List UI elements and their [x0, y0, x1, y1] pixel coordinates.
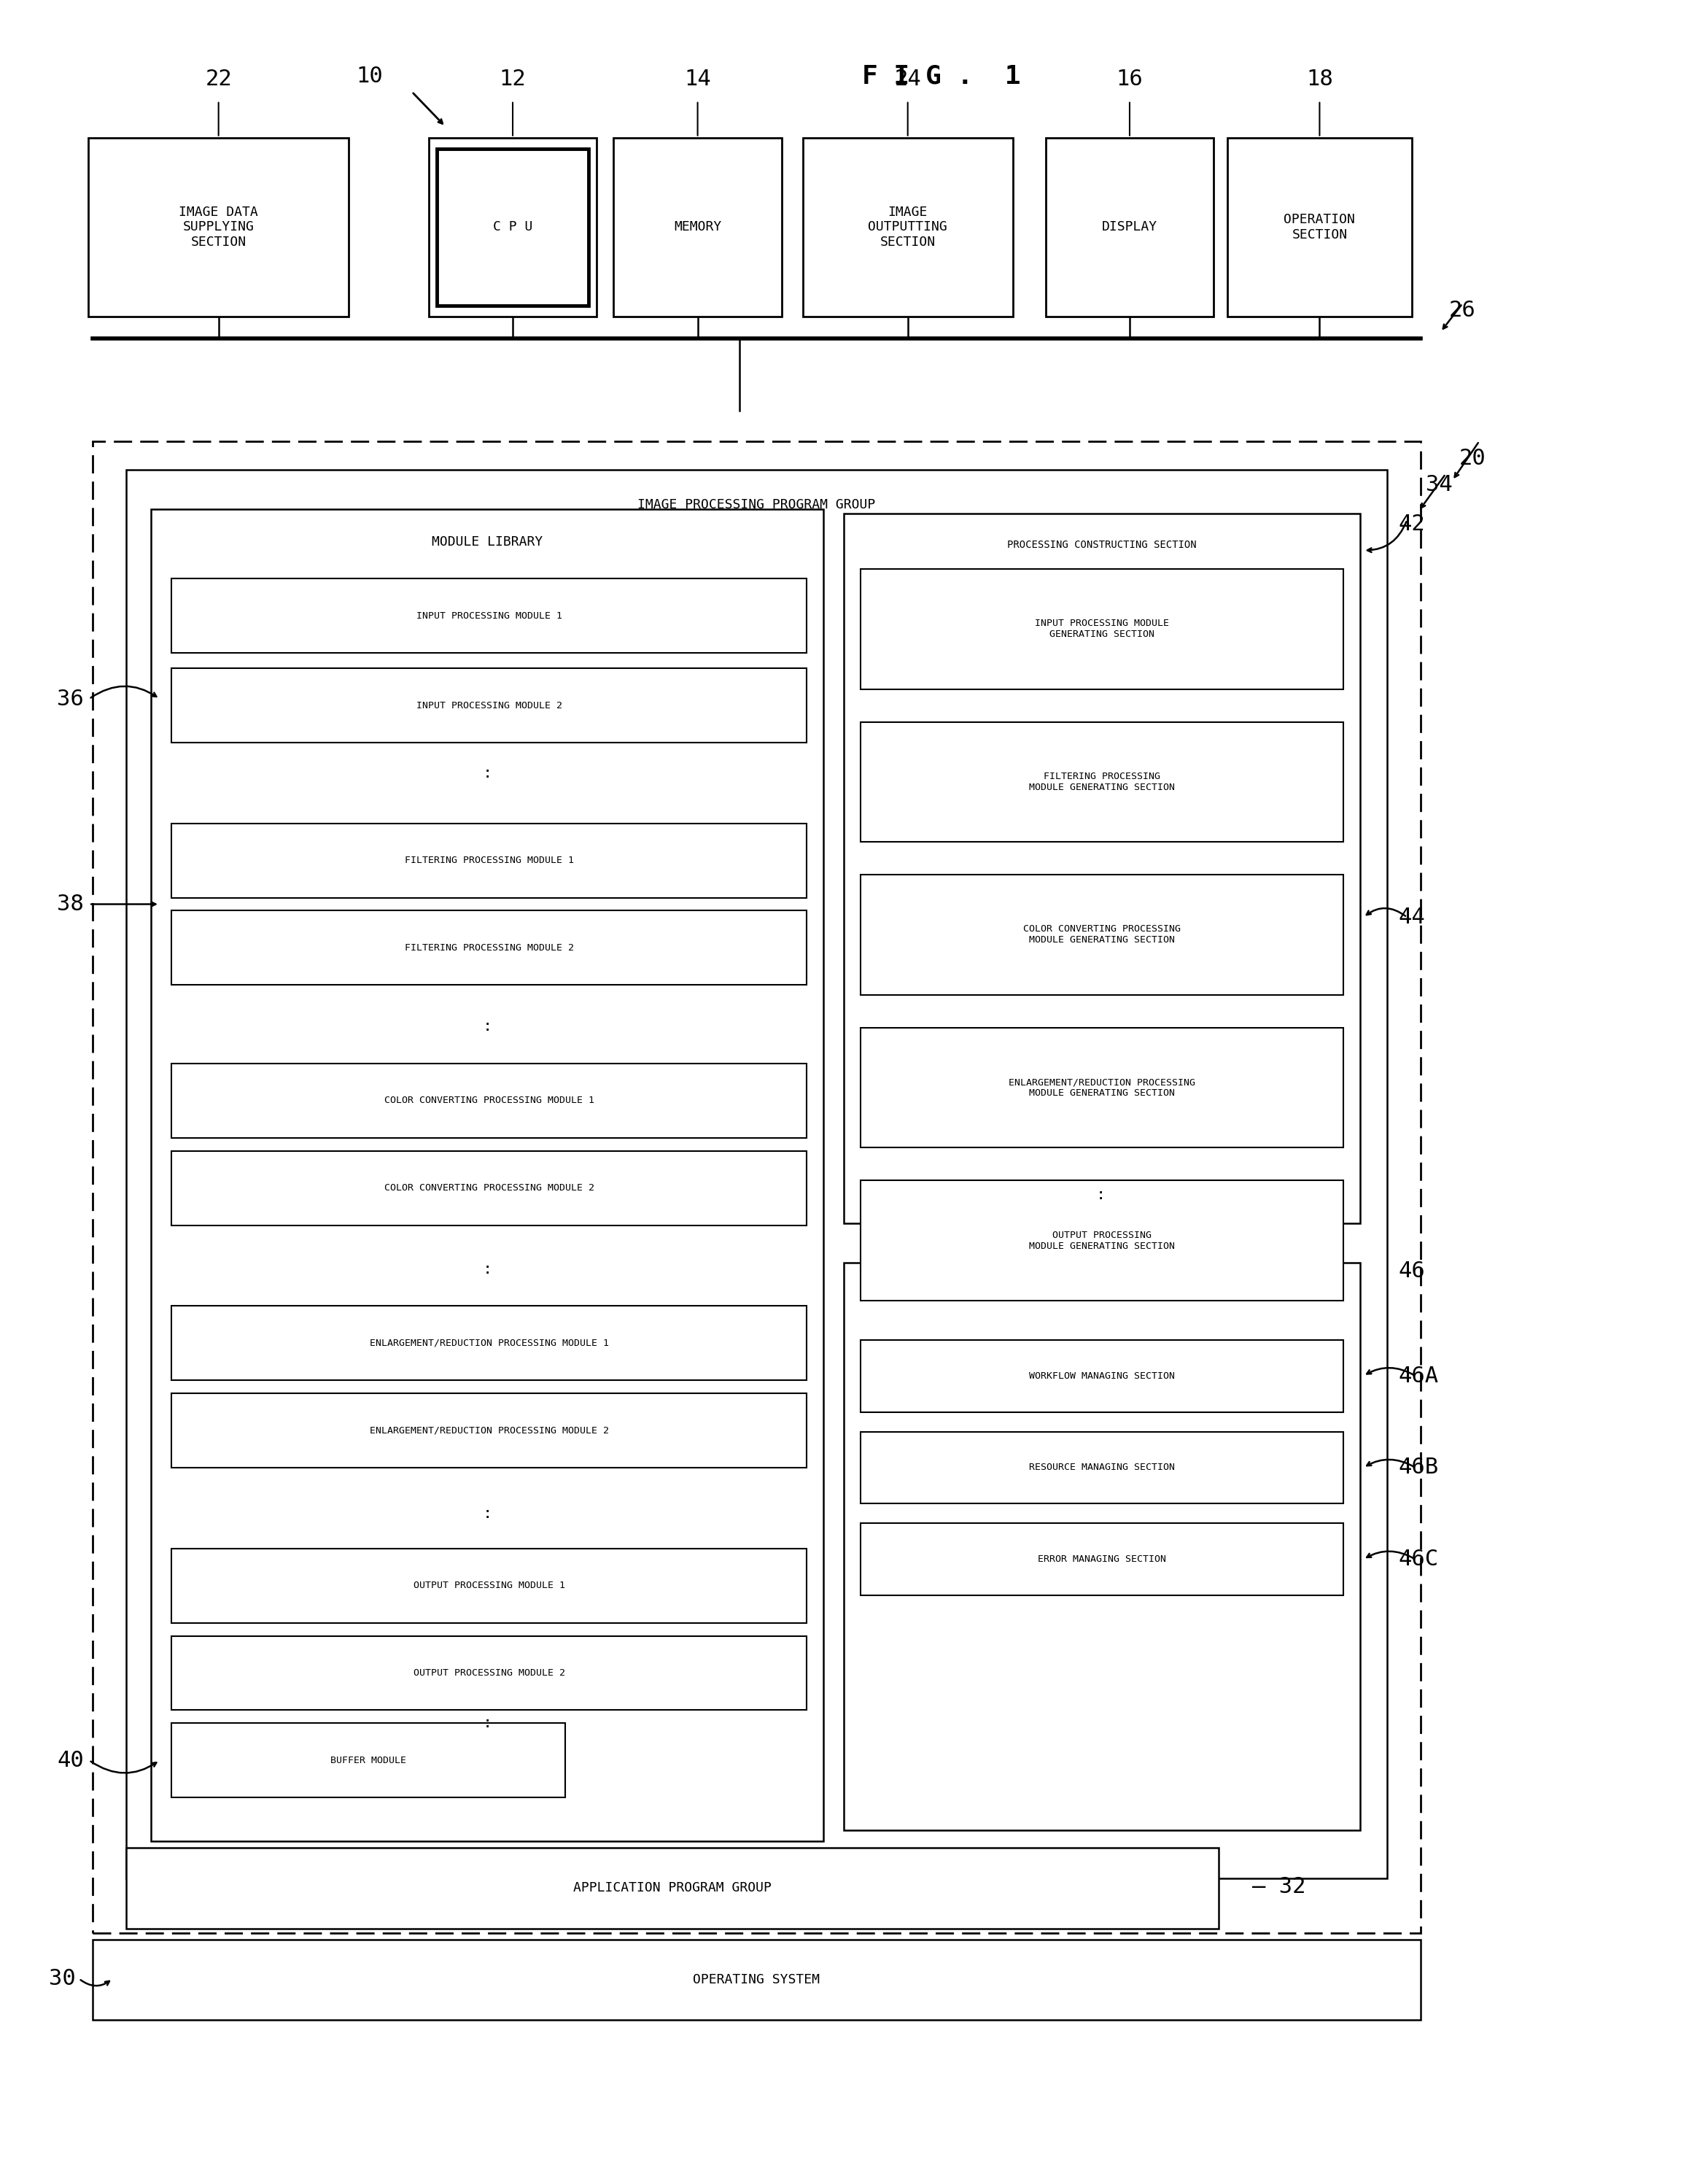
FancyBboxPatch shape	[171, 1306, 807, 1380]
FancyBboxPatch shape	[171, 1636, 807, 1710]
Text: :: :	[482, 1717, 493, 1730]
Text: :: :	[482, 1020, 493, 1033]
Text: 18: 18	[1306, 68, 1333, 90]
FancyBboxPatch shape	[89, 138, 350, 317]
FancyBboxPatch shape	[126, 470, 1387, 1878]
Text: IMAGE
OUTPUTTING
SECTION: IMAGE OUTPUTTING SECTION	[867, 205, 948, 249]
FancyBboxPatch shape	[861, 1029, 1343, 1149]
Text: INPUT PROCESSING MODULE 2: INPUT PROCESSING MODULE 2	[417, 701, 561, 710]
Text: OUTPUT PROCESSING
MODULE GENERATING SECTION: OUTPUT PROCESSING MODULE GENERATING SECT…	[1029, 1230, 1175, 1251]
FancyBboxPatch shape	[171, 579, 807, 653]
Text: 38: 38	[57, 893, 84, 915]
Text: :: :	[482, 767, 493, 780]
FancyBboxPatch shape	[171, 1723, 565, 1797]
Text: ENLARGEMENT/REDUCTION PROCESSING MODULE 1: ENLARGEMENT/REDUCTION PROCESSING MODULE …	[370, 1339, 609, 1348]
Text: OPERATION
SECTION: OPERATION SECTION	[1284, 214, 1355, 240]
FancyBboxPatch shape	[861, 568, 1343, 688]
FancyBboxPatch shape	[171, 1548, 807, 1623]
Text: 30: 30	[49, 1968, 76, 1990]
Text: 10: 10	[356, 66, 383, 87]
Text: OUTPUT PROCESSING MODULE 1: OUTPUT PROCESSING MODULE 1	[414, 1581, 565, 1590]
Text: 44: 44	[1399, 906, 1425, 928]
Text: :: :	[482, 1507, 493, 1520]
Text: 46A: 46A	[1399, 1365, 1439, 1387]
Text: ENLARGEMENT/REDUCTION PROCESSING
MODULE GENERATING SECTION: ENLARGEMENT/REDUCTION PROCESSING MODULE …	[1009, 1077, 1195, 1099]
FancyBboxPatch shape	[171, 1064, 807, 1138]
Text: 24: 24	[894, 68, 921, 90]
Text: 46B: 46B	[1399, 1457, 1439, 1479]
FancyBboxPatch shape	[1046, 138, 1214, 317]
FancyBboxPatch shape	[429, 138, 597, 317]
Text: MEMORY: MEMORY	[674, 221, 721, 234]
Text: ERROR MANAGING SECTION: ERROR MANAGING SECTION	[1037, 1555, 1167, 1564]
Text: FILTERING PROCESSING
MODULE GENERATING SECTION: FILTERING PROCESSING MODULE GENERATING S…	[1029, 771, 1175, 793]
FancyBboxPatch shape	[437, 149, 588, 306]
Text: APPLICATION PROGRAM GROUP: APPLICATION PROGRAM GROUP	[573, 1880, 772, 1896]
Text: IMAGE DATA
SUPPLYING
SECTION: IMAGE DATA SUPPLYING SECTION	[178, 205, 259, 249]
Text: WORKFLOW MANAGING SECTION: WORKFLOW MANAGING SECTION	[1029, 1372, 1175, 1380]
Text: FILTERING PROCESSING MODULE 1: FILTERING PROCESSING MODULE 1	[405, 856, 573, 865]
Text: 46C: 46C	[1399, 1548, 1439, 1570]
FancyBboxPatch shape	[844, 513, 1360, 1223]
Text: OPERATING SYSTEM: OPERATING SYSTEM	[693, 1972, 820, 1987]
FancyBboxPatch shape	[861, 721, 1343, 841]
FancyBboxPatch shape	[92, 441, 1420, 1933]
Text: 12: 12	[499, 68, 526, 90]
Text: ENLARGEMENT/REDUCTION PROCESSING MODULE 2: ENLARGEMENT/REDUCTION PROCESSING MODULE …	[370, 1426, 609, 1435]
FancyBboxPatch shape	[861, 1433, 1343, 1503]
Text: COLOR CONVERTING PROCESSING MODULE 1: COLOR CONVERTING PROCESSING MODULE 1	[385, 1096, 593, 1105]
FancyBboxPatch shape	[126, 1848, 1219, 1928]
Text: PROCESSING MANAGING SECTION: PROCESSING MANAGING SECTION	[1019, 1289, 1185, 1299]
FancyBboxPatch shape	[171, 1151, 807, 1225]
Text: F I G .  1: F I G . 1	[862, 63, 1020, 90]
FancyBboxPatch shape	[861, 1341, 1343, 1413]
Text: DISPLAY: DISPLAY	[1101, 221, 1158, 234]
Text: RESOURCE MANAGING SECTION: RESOURCE MANAGING SECTION	[1029, 1463, 1175, 1472]
Text: 14: 14	[684, 68, 711, 90]
Text: C P U: C P U	[493, 221, 533, 234]
Text: COLOR CONVERTING PROCESSING MODULE 2: COLOR CONVERTING PROCESSING MODULE 2	[385, 1184, 593, 1192]
FancyBboxPatch shape	[614, 138, 782, 317]
Text: 26: 26	[1449, 299, 1476, 321]
Text: 22: 22	[205, 68, 232, 90]
Text: COLOR CONVERTING PROCESSING
MODULE GENERATING SECTION: COLOR CONVERTING PROCESSING MODULE GENER…	[1024, 924, 1180, 946]
Text: 36: 36	[57, 688, 84, 710]
Text: MODULE LIBRARY: MODULE LIBRARY	[432, 535, 543, 548]
Text: OUTPUT PROCESSING MODULE 2: OUTPUT PROCESSING MODULE 2	[414, 1669, 565, 1677]
Text: 20: 20	[1459, 448, 1486, 470]
Text: 42: 42	[1399, 513, 1425, 535]
FancyBboxPatch shape	[844, 1262, 1360, 1830]
Text: 16: 16	[1116, 68, 1143, 90]
Text: 46: 46	[1399, 1260, 1425, 1282]
Text: 34: 34	[1425, 474, 1452, 496]
Text: INPUT PROCESSING MODULE
GENERATING SECTION: INPUT PROCESSING MODULE GENERATING SECTI…	[1035, 618, 1168, 640]
FancyBboxPatch shape	[171, 911, 807, 985]
FancyBboxPatch shape	[171, 823, 807, 898]
FancyBboxPatch shape	[171, 668, 807, 743]
FancyBboxPatch shape	[861, 874, 1343, 996]
Text: FILTERING PROCESSING MODULE 2: FILTERING PROCESSING MODULE 2	[405, 943, 573, 952]
Text: 40: 40	[57, 1749, 84, 1771]
FancyBboxPatch shape	[804, 138, 1012, 317]
FancyBboxPatch shape	[151, 509, 824, 1841]
FancyBboxPatch shape	[861, 1179, 1343, 1302]
FancyBboxPatch shape	[861, 1524, 1343, 1594]
FancyBboxPatch shape	[92, 1939, 1420, 2020]
FancyBboxPatch shape	[1227, 138, 1412, 317]
Text: STORAGE: STORAGE	[728, 474, 785, 487]
Text: PROCESSING CONSTRUCTING SECTION: PROCESSING CONSTRUCTING SECTION	[1007, 539, 1197, 550]
Text: BUFFER MODULE: BUFFER MODULE	[331, 1756, 407, 1765]
Text: INPUT PROCESSING MODULE 1: INPUT PROCESSING MODULE 1	[417, 612, 561, 620]
Text: :: :	[482, 1262, 493, 1275]
Text: :: :	[1096, 1188, 1106, 1201]
FancyBboxPatch shape	[171, 1393, 807, 1468]
Text: IMAGE PROCESSING PROGRAM GROUP: IMAGE PROCESSING PROGRAM GROUP	[637, 498, 876, 511]
Text: — 32: — 32	[1252, 1876, 1306, 1898]
